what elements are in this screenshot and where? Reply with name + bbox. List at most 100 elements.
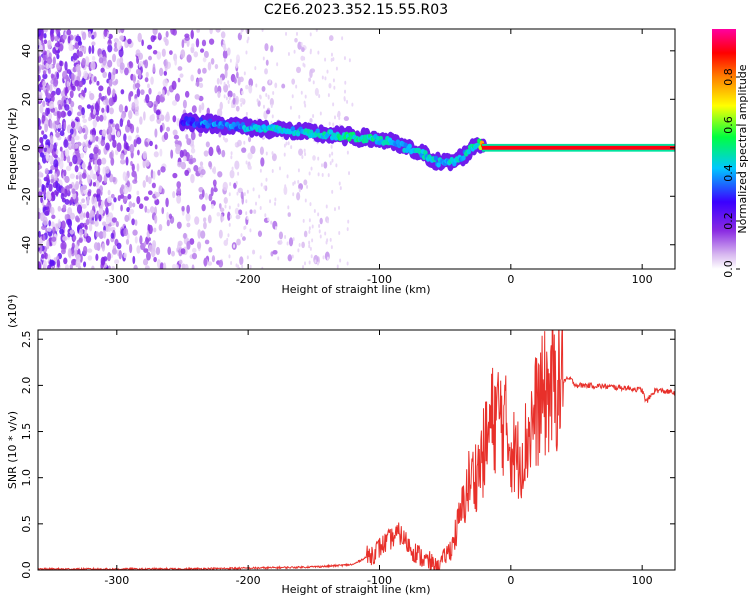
- x-tick-label: -100: [367, 273, 392, 286]
- spectrogram-noise-cell: [91, 134, 96, 143]
- spectrogram-noise-cell: [210, 203, 215, 209]
- spectrogram-noise-cell: [309, 32, 312, 37]
- spectrogram-noise-cell: [126, 207, 131, 213]
- spectrogram-noise-cell: [326, 69, 329, 74]
- spectrogram-noise-cell: [310, 166, 313, 171]
- spectrogram-noise-cell: [348, 58, 351, 63]
- spectrogram-noise-cell: [39, 136, 43, 144]
- spectrogram-noise-cell: [162, 89, 165, 97]
- spectrogram-noise-cell: [194, 94, 200, 100]
- spectrogram-noise-cell: [218, 203, 222, 209]
- spectrogram-noise-cell: [126, 119, 131, 128]
- y-tick-label: 1.5: [20, 423, 33, 441]
- spectrogram-noise-cell: [81, 172, 87, 179]
- spectrogram-noise-cell: [47, 107, 51, 115]
- spectrogram-noise-cell: [329, 237, 332, 242]
- spectrogram-noise-cell: [287, 212, 291, 217]
- spectrogram-noise-cell: [105, 97, 109, 106]
- spectrogram-noise-cell: [94, 102, 100, 112]
- spectrogram-noise-cell: [222, 136, 225, 141]
- spectrogram-noise-cell: [212, 179, 217, 187]
- spectrogram-noise-cell: [252, 187, 255, 192]
- spectrogram-noise-cell: [238, 209, 243, 216]
- spectrogram-noise-cell: [216, 212, 221, 217]
- spectrogram-noise-cell: [313, 209, 316, 214]
- spectrogram-noise-cell: [344, 80, 347, 85]
- spectrogram-noise-cell: [330, 144, 333, 149]
- spectrogram-noise-cell: [290, 145, 293, 150]
- spectrogram-noise-cell: [81, 127, 86, 134]
- spectrogram-noise-cell: [217, 171, 223, 178]
- spectrogram-noise-cell: [106, 105, 110, 114]
- spectrogram-noise-cell: [74, 165, 79, 173]
- spectrogram-noise-cell: [339, 186, 342, 191]
- spectrogram-noise-cell: [201, 102, 205, 111]
- spectrogram-noise-cell: [133, 138, 137, 148]
- spectrogram-noise-cell: [190, 173, 195, 184]
- spectrogram-noise-cell: [237, 59, 240, 64]
- spectrogram-noise-cell: [328, 153, 331, 158]
- spectrogram-noise-cell: [78, 126, 82, 134]
- spectrogram-noise-cell: [51, 214, 56, 220]
- spectrogram-noise-cell: [236, 191, 239, 196]
- spectrogram-noise-cell: [107, 133, 111, 140]
- spectrogram-noise-cell: [65, 165, 72, 172]
- spectrogram-noise-cell: [329, 161, 332, 166]
- spectrogram-noise-cell: [60, 192, 65, 200]
- spectrogram-noise-cell: [38, 117, 41, 127]
- spectrogram-noise-cell: [177, 77, 181, 83]
- spectrogram-noise-cell: [246, 215, 249, 220]
- spectrogram-noise-cell: [62, 34, 67, 40]
- spectrogram-noise-cell: [43, 147, 48, 152]
- spectrogram-noise-cell: [228, 96, 231, 101]
- spectrogram-noise-cell: [123, 252, 128, 259]
- spectrogram-noise-cell: [171, 80, 177, 91]
- spectrogram-noise-cell: [136, 163, 140, 172]
- spectrogram-noise-cell: [315, 29, 318, 32]
- spectrogram-noise-cell: [59, 146, 63, 152]
- spectrogram-noise-cell: [229, 214, 232, 219]
- spectrogram-noise-cell: [192, 247, 197, 253]
- spectrogram-noise-cell: [81, 203, 87, 209]
- x-tick-label: -200: [236, 574, 261, 587]
- spectrogram-noise-cell: [149, 140, 153, 147]
- spectrogram-noise-cell: [245, 160, 248, 165]
- spectrogram-noise-cell: [304, 198, 307, 203]
- spectrogram-noise-cell: [269, 79, 272, 84]
- spectrogram-noise-cell: [240, 191, 244, 200]
- spectrogram-noise-cell: [311, 238, 314, 243]
- spectrogram-noise-cell: [235, 263, 238, 268]
- spectrogram-noise-cell: [325, 204, 328, 209]
- spectrogram-noise-cell: [336, 264, 339, 269]
- spectrogram-noise-cell: [53, 77, 59, 87]
- spectrogram-noise-cell: [208, 193, 213, 202]
- spectrogram-noise-cell: [330, 52, 333, 57]
- spectrogram-noise-cell: [50, 29, 55, 35]
- spectrogram-noise-cell: [131, 202, 136, 208]
- y-tick-label: 0.5: [20, 515, 33, 533]
- y-tick-label: 2.0: [20, 377, 33, 395]
- spectrogram-noise-cell: [219, 101, 223, 111]
- spectrogram-noise-cell: [269, 98, 274, 106]
- spectrogram-noise-cell: [141, 39, 144, 47]
- spectrogram-noise-cell: [136, 245, 141, 254]
- spectrogram-noise-cell: [38, 152, 41, 158]
- spectrogram-noise-cell: [78, 50, 84, 58]
- spectrogram-noise-cell: [165, 197, 169, 208]
- spectrogram-noise-cell: [167, 246, 172, 256]
- spectrogram-noise-cell: [38, 178, 42, 188]
- spectrogram-noise-cell: [184, 263, 189, 269]
- spectrogram-noise-cell: [122, 196, 126, 204]
- spectrogram-noise-cell: [202, 56, 207, 63]
- spectrogram-noise-cell: [44, 168, 49, 175]
- spectrogram-noise-cell: [162, 78, 168, 88]
- spectrogram-noise-cell: [128, 61, 134, 69]
- spectrogram-noise-cell: [223, 58, 226, 63]
- spectrogram-noise-cell: [71, 144, 77, 150]
- spectrogram-noise-cell: [129, 243, 133, 254]
- spectrogram-noise-cell: [324, 231, 327, 236]
- spectrogram-noise-cell: [265, 177, 268, 182]
- spectrogram-noise-cell: [190, 131, 196, 141]
- snr-series-line: [38, 330, 675, 570]
- spectrogram-noise-cell: [68, 43, 74, 52]
